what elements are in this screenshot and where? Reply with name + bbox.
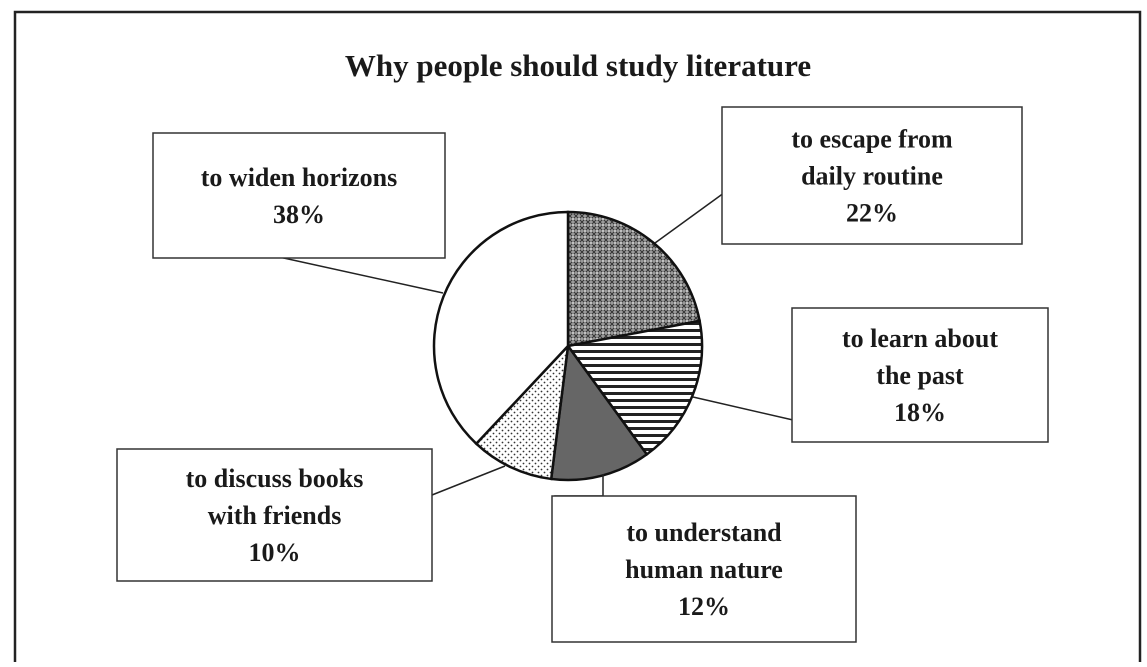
slice-label-box-2: to understand human nature 12%	[551, 495, 857, 643]
slice-category-label: to discuss books	[186, 464, 364, 493]
chart-border	[13, 10, 1142, 667]
chart-title: Why people should study literature	[345, 48, 811, 83]
slice-category-label: human nature	[625, 555, 783, 584]
label-box-frame	[152, 132, 446, 259]
pie-slice-0	[566, 210, 702, 348]
slice-label-box-4: to widen horizons 38%	[152, 132, 446, 259]
label-box-frame	[721, 106, 1023, 245]
slice-category-label: to escape from	[791, 125, 953, 154]
slice-category-label: the past	[876, 361, 964, 390]
slice-value-label: 38%	[273, 200, 325, 229]
leader-line-1	[692, 396, 794, 421]
pie-slice-3	[474, 342, 570, 481]
pie-slice-1	[565, 319, 704, 457]
slice-category-label: daily routine	[801, 162, 943, 191]
label-box-frame	[551, 495, 857, 643]
slice-label-box-0: to escape from daily routine 22%	[721, 106, 1023, 245]
leader-line-3	[431, 465, 506, 496]
slice-value-label: 10%	[249, 538, 301, 567]
slice-category-label: to understand	[626, 518, 782, 547]
slice-category-label: to learn about	[842, 324, 998, 353]
slice-value-label: 22%	[846, 199, 898, 228]
leader-line-4	[269, 254, 444, 294]
label-box-frame	[116, 448, 433, 582]
slice-value-label: 18%	[894, 398, 946, 427]
slice-label-box-1: to learn about the past 18%	[791, 307, 1049, 443]
slice-label-box-3: to discuss books with friends 10%	[116, 448, 433, 582]
pie-slice-2	[549, 342, 649, 482]
slice-value-label: 12%	[678, 592, 730, 621]
slice-category-label: with friends	[208, 501, 342, 530]
leader-line-0	[654, 189, 729, 244]
slice-category-label: to widen horizons	[201, 163, 397, 192]
label-box-frame	[791, 307, 1049, 443]
pie-slice-4	[432, 210, 570, 446]
